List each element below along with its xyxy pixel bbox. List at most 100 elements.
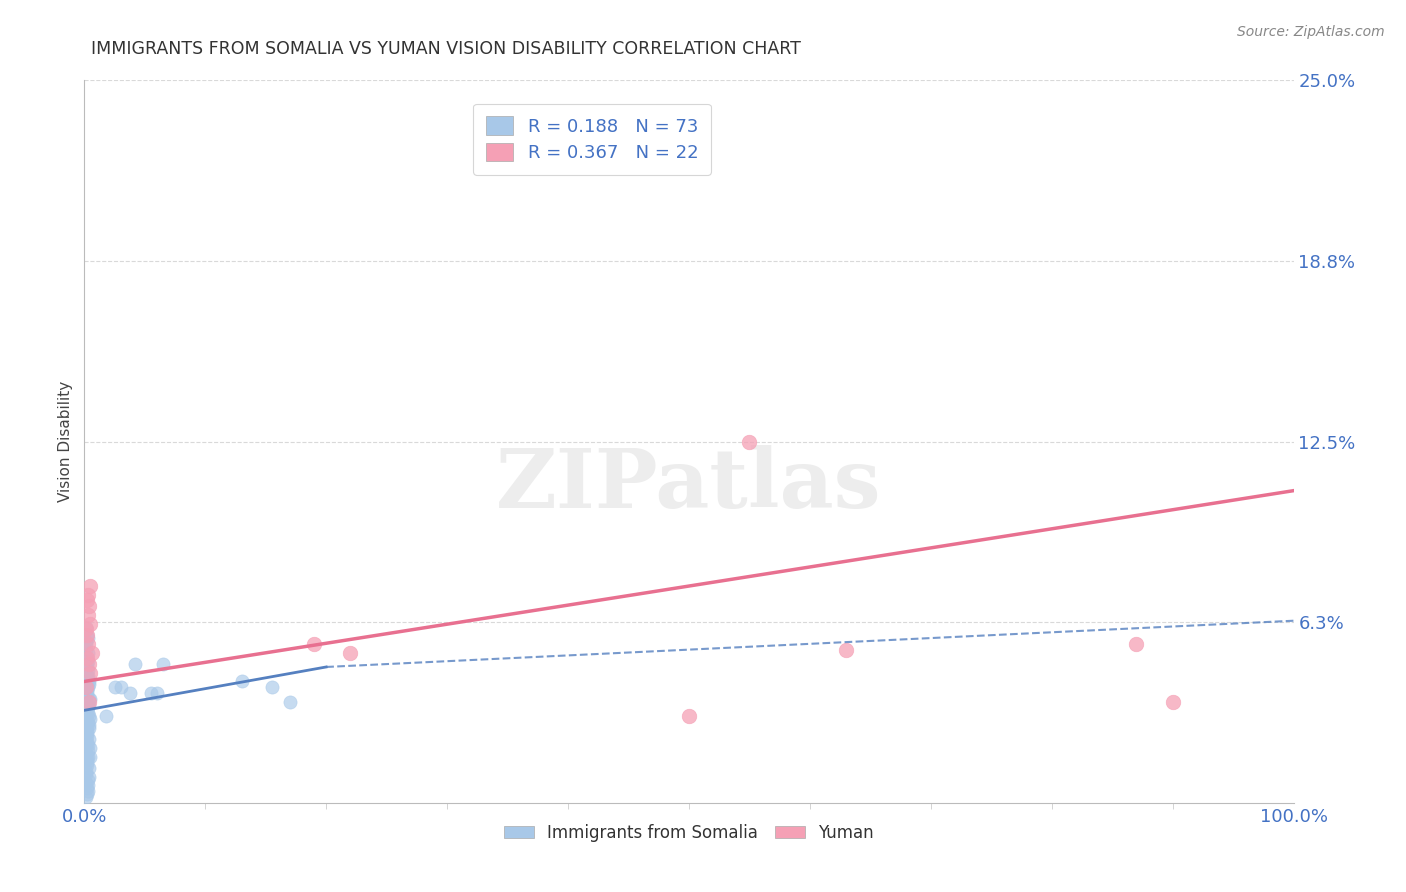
- Point: [76, 593, 98, 607]
- Point: [77, 599, 100, 614]
- Point: [75, 790, 97, 805]
- Point: [76, 628, 98, 642]
- Point: [77, 646, 100, 660]
- Y-axis label: Vision Disability: Vision Disability: [58, 381, 73, 502]
- Point: [77, 749, 100, 764]
- Point: [104, 680, 127, 694]
- Point: [120, 686, 142, 700]
- Point: [231, 674, 253, 689]
- Point: [76, 735, 98, 749]
- Point: [77, 607, 100, 622]
- Point: [75, 775, 97, 789]
- Point: [260, 680, 283, 694]
- Point: [76, 752, 98, 766]
- Point: [77, 677, 100, 691]
- Point: [79, 691, 101, 706]
- Legend: Immigrants from Somalia, Yuman: Immigrants from Somalia, Yuman: [498, 817, 880, 848]
- Text: Source: ZipAtlas.com: Source: ZipAtlas.com: [1237, 25, 1385, 39]
- Point: [77, 637, 100, 651]
- Point: [678, 709, 700, 723]
- Point: [76, 700, 98, 714]
- Point: [77, 654, 100, 668]
- Text: ZIPatlas: ZIPatlas: [496, 445, 882, 524]
- Point: [75, 695, 97, 709]
- Point: [1161, 695, 1184, 709]
- Point: [76, 781, 98, 796]
- Point: [75, 623, 97, 637]
- Point: [77, 772, 100, 787]
- Point: [75, 619, 97, 633]
- Point: [75, 637, 97, 651]
- Point: [76, 660, 98, 674]
- Point: [76, 686, 98, 700]
- Point: [75, 651, 97, 665]
- Point: [76, 723, 98, 738]
- Point: [75, 709, 97, 723]
- Point: [77, 674, 100, 689]
- Point: [76, 718, 98, 732]
- Point: [77, 680, 100, 694]
- Point: [77, 700, 100, 714]
- Point: [738, 434, 761, 449]
- Point: [77, 695, 100, 709]
- Point: [75, 680, 97, 694]
- Point: [77, 668, 100, 682]
- Point: [79, 740, 101, 755]
- Point: [77, 744, 100, 758]
- Point: [139, 686, 162, 700]
- Point: [75, 764, 97, 778]
- Point: [77, 672, 100, 686]
- Point: [79, 616, 101, 631]
- Point: [77, 779, 100, 793]
- Point: [77, 663, 100, 677]
- Point: [76, 703, 98, 717]
- Point: [79, 665, 101, 680]
- Point: [835, 642, 858, 657]
- Point: [94, 709, 117, 723]
- Point: [77, 706, 100, 721]
- Point: [76, 651, 98, 665]
- Point: [77, 738, 100, 752]
- Point: [76, 787, 98, 801]
- Point: [77, 657, 100, 671]
- Point: [76, 726, 98, 740]
- Point: [75, 689, 97, 703]
- Point: [77, 721, 100, 735]
- Point: [75, 634, 97, 648]
- Point: [76, 758, 98, 772]
- Point: [77, 698, 100, 712]
- Point: [75, 642, 97, 657]
- Point: [75, 767, 97, 781]
- Point: [76, 628, 98, 642]
- Point: [77, 718, 100, 732]
- Point: [77, 761, 100, 775]
- Point: [75, 738, 97, 752]
- Point: [278, 695, 301, 709]
- Point: [76, 756, 98, 770]
- Point: [77, 714, 100, 729]
- Point: [77, 784, 100, 798]
- Point: [146, 686, 169, 700]
- Point: [76, 683, 98, 698]
- Point: [152, 657, 174, 671]
- Point: [79, 712, 101, 726]
- Point: [1125, 637, 1147, 651]
- Point: [77, 588, 100, 602]
- Point: [110, 680, 132, 694]
- Point: [77, 732, 100, 747]
- Point: [124, 657, 146, 671]
- Text: IMMIGRANTS FROM SOMALIA VS YUMAN VISION DISABILITY CORRELATION CHART: IMMIGRANTS FROM SOMALIA VS YUMAN VISION …: [91, 40, 801, 58]
- Point: [77, 631, 100, 645]
- Point: [79, 749, 101, 764]
- Point: [75, 665, 97, 680]
- Point: [302, 637, 325, 651]
- Point: [75, 747, 97, 761]
- Point: [79, 579, 101, 593]
- Point: [77, 770, 100, 784]
- Point: [76, 657, 98, 671]
- Point: [77, 709, 100, 723]
- Point: [80, 646, 103, 660]
- Point: [76, 729, 98, 743]
- Point: [339, 646, 361, 660]
- Point: [77, 691, 100, 706]
